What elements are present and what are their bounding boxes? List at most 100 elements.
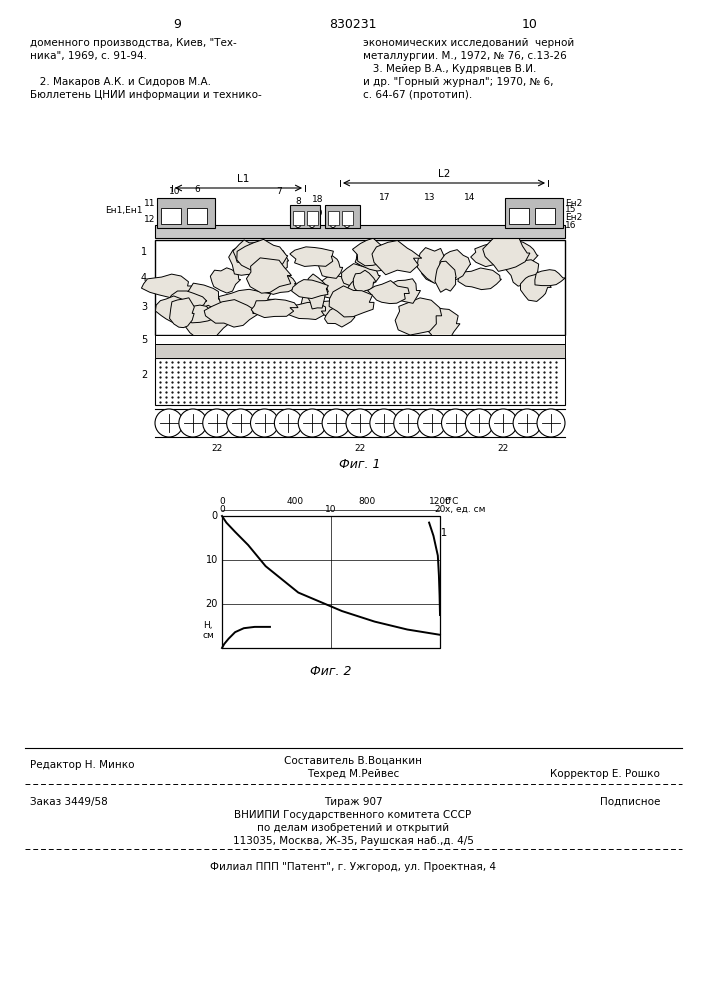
Text: L1: L1 bbox=[238, 174, 250, 184]
Polygon shape bbox=[435, 261, 456, 292]
Bar bbox=[290, 205, 320, 228]
Text: и др. "Горный журнал"; 1970, № 6,: и др. "Горный журнал"; 1970, № 6, bbox=[363, 77, 554, 87]
Polygon shape bbox=[346, 279, 372, 307]
Circle shape bbox=[310, 223, 315, 228]
Polygon shape bbox=[506, 258, 539, 286]
Polygon shape bbox=[292, 280, 328, 299]
Bar bbox=[155, 240, 565, 335]
Bar bbox=[307, 211, 318, 225]
Polygon shape bbox=[233, 240, 262, 266]
Circle shape bbox=[155, 409, 183, 437]
Polygon shape bbox=[353, 238, 387, 266]
Text: 16: 16 bbox=[565, 221, 576, 230]
Bar bbox=[222, 516, 440, 648]
Text: 0: 0 bbox=[219, 497, 225, 506]
Bar bbox=[155, 344, 565, 358]
Polygon shape bbox=[156, 296, 188, 323]
Text: Фиг. 1: Фиг. 1 bbox=[339, 458, 381, 471]
Circle shape bbox=[537, 409, 565, 437]
Text: 22: 22 bbox=[498, 444, 509, 453]
Text: 13: 13 bbox=[424, 194, 436, 202]
Text: Фиг. 2: Фиг. 2 bbox=[310, 665, 352, 678]
Polygon shape bbox=[317, 301, 355, 319]
Circle shape bbox=[298, 409, 326, 437]
Circle shape bbox=[330, 223, 336, 228]
Circle shape bbox=[394, 409, 422, 437]
Text: x, ед. см: x, ед. см bbox=[445, 505, 486, 514]
Polygon shape bbox=[180, 305, 216, 323]
Polygon shape bbox=[368, 281, 409, 304]
Circle shape bbox=[489, 409, 518, 437]
Bar bbox=[155, 358, 565, 405]
Bar bbox=[509, 208, 529, 224]
Polygon shape bbox=[535, 270, 566, 286]
Text: 19: 19 bbox=[312, 210, 323, 219]
Text: t°C: t°C bbox=[445, 497, 460, 506]
Bar bbox=[535, 208, 555, 224]
Text: ~9: ~9 bbox=[291, 211, 305, 220]
Text: металлургии. М., 1972, № 76, с.13-26: металлургии. М., 1972, № 76, с.13-26 bbox=[363, 51, 567, 61]
Text: 8: 8 bbox=[295, 198, 301, 207]
Bar bbox=[328, 211, 339, 225]
Text: Заказ 3449/58: Заказ 3449/58 bbox=[30, 797, 107, 807]
Text: Корректор Е. Рошко: Корректор Е. Рошко bbox=[550, 769, 660, 779]
Circle shape bbox=[179, 409, 207, 437]
Text: 12: 12 bbox=[144, 216, 155, 225]
Text: 18: 18 bbox=[312, 196, 323, 205]
Text: 1200: 1200 bbox=[428, 497, 452, 506]
Polygon shape bbox=[170, 298, 194, 328]
Polygon shape bbox=[440, 250, 471, 280]
Text: 3: 3 bbox=[141, 302, 147, 312]
Bar bbox=[155, 335, 565, 344]
Text: 4: 4 bbox=[141, 273, 147, 283]
Text: Eн2: Eн2 bbox=[565, 214, 583, 223]
Circle shape bbox=[418, 409, 445, 437]
Text: 0: 0 bbox=[219, 505, 225, 514]
Polygon shape bbox=[177, 283, 226, 317]
Polygon shape bbox=[354, 270, 376, 293]
Text: 400: 400 bbox=[286, 497, 303, 506]
Bar bbox=[157, 198, 215, 228]
Bar bbox=[293, 211, 304, 225]
Text: 10: 10 bbox=[206, 555, 218, 565]
Circle shape bbox=[203, 409, 230, 437]
Text: 20: 20 bbox=[380, 620, 392, 630]
Bar bbox=[161, 208, 181, 224]
Polygon shape bbox=[258, 273, 297, 294]
Text: 20: 20 bbox=[206, 599, 218, 609]
Polygon shape bbox=[421, 255, 450, 283]
Polygon shape bbox=[228, 245, 262, 277]
Polygon shape bbox=[425, 307, 460, 342]
Text: Eн1,Eн1: Eн1,Eн1 bbox=[105, 206, 143, 215]
Polygon shape bbox=[141, 274, 194, 298]
Circle shape bbox=[322, 409, 350, 437]
Circle shape bbox=[344, 223, 349, 228]
Text: 14: 14 bbox=[464, 194, 476, 202]
Text: Тираж 907: Тираж 907 bbox=[324, 797, 382, 807]
Text: Техред М.Рейвес: Техред М.Рейвес bbox=[307, 769, 399, 779]
Polygon shape bbox=[166, 291, 207, 310]
Polygon shape bbox=[285, 302, 325, 320]
Text: Редактор Н. Минко: Редактор Н. Минко bbox=[30, 760, 134, 770]
Text: 5: 5 bbox=[141, 335, 147, 345]
Polygon shape bbox=[290, 247, 334, 266]
Polygon shape bbox=[520, 274, 551, 301]
Polygon shape bbox=[301, 285, 323, 315]
Text: 10: 10 bbox=[169, 188, 181, 196]
Polygon shape bbox=[218, 289, 274, 310]
Text: 0: 0 bbox=[212, 511, 218, 521]
Circle shape bbox=[513, 409, 541, 437]
Polygon shape bbox=[395, 298, 442, 335]
Text: 2. Макаров А.К. и Сидоров М.А.: 2. Макаров А.К. и Сидоров М.А. bbox=[30, 77, 211, 87]
Text: L2: L2 bbox=[438, 169, 450, 179]
Polygon shape bbox=[318, 276, 350, 299]
Text: 6: 6 bbox=[194, 186, 200, 194]
Text: 22: 22 bbox=[354, 444, 366, 453]
Circle shape bbox=[274, 409, 303, 437]
Polygon shape bbox=[483, 233, 530, 271]
Text: 21: 21 bbox=[434, 528, 448, 538]
Polygon shape bbox=[325, 307, 356, 327]
Polygon shape bbox=[355, 247, 396, 271]
Polygon shape bbox=[471, 242, 515, 267]
Text: 1: 1 bbox=[141, 247, 147, 257]
